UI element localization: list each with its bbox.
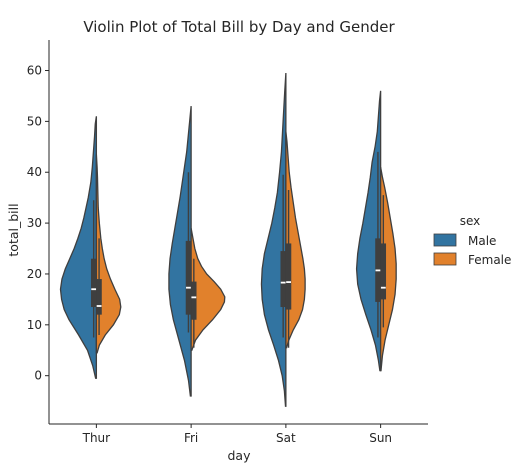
- iqr-box-male-fri: [185, 240, 192, 315]
- violin-male-sat: [260, 73, 287, 407]
- legend-swatch-male: [433, 233, 457, 247]
- iqr-box-female-fri: [191, 281, 197, 320]
- plot-area: [59, 73, 397, 407]
- legend: sex Male Female: [433, 214, 511, 267]
- y-tick-label: 10: [27, 318, 42, 332]
- violin-female-thur: [95, 154, 122, 354]
- iqr-box-female-sat: [285, 243, 292, 310]
- y-tick-label: 0: [34, 369, 42, 383]
- legend-label-male: Male: [468, 234, 496, 248]
- x-tick-label: Sun: [369, 431, 392, 445]
- x-tick-label: Sat: [276, 431, 296, 445]
- chart-title: Violin Plot of Total Bill by Day and Gen…: [83, 18, 395, 36]
- violin-male-fri: [168, 106, 192, 397]
- x-tick-label: Thur: [82, 431, 111, 445]
- violin-male-sun: [355, 90, 382, 372]
- violin-female-sun: [379, 167, 397, 372]
- violin-female-fri: [190, 228, 226, 351]
- axes: 0 10 20 30 40 50 60 Thur Fri Sat Sun: [27, 40, 428, 445]
- legend-label-female: Female: [468, 253, 511, 267]
- y-tick-label: 60: [27, 64, 42, 78]
- y-tick-label: 50: [27, 114, 42, 128]
- legend-swatch-female: [433, 252, 457, 266]
- y-tick-label: 20: [27, 267, 42, 281]
- y-tick-label: 40: [27, 165, 42, 179]
- legend-title: sex: [460, 214, 481, 228]
- x-tick-label: Fri: [184, 431, 198, 445]
- y-tick-label: 30: [27, 216, 42, 230]
- iqr-box-female-sun: [380, 243, 387, 300]
- iqr-box-female-thur: [96, 279, 102, 315]
- violin-male-thur: [59, 116, 98, 379]
- x-axis-label: day: [228, 448, 252, 463]
- iqr-box-male-thur: [90, 258, 97, 308]
- y-axis-label: total_bill: [6, 203, 21, 256]
- iqr-box-male-sat: [280, 251, 286, 308]
